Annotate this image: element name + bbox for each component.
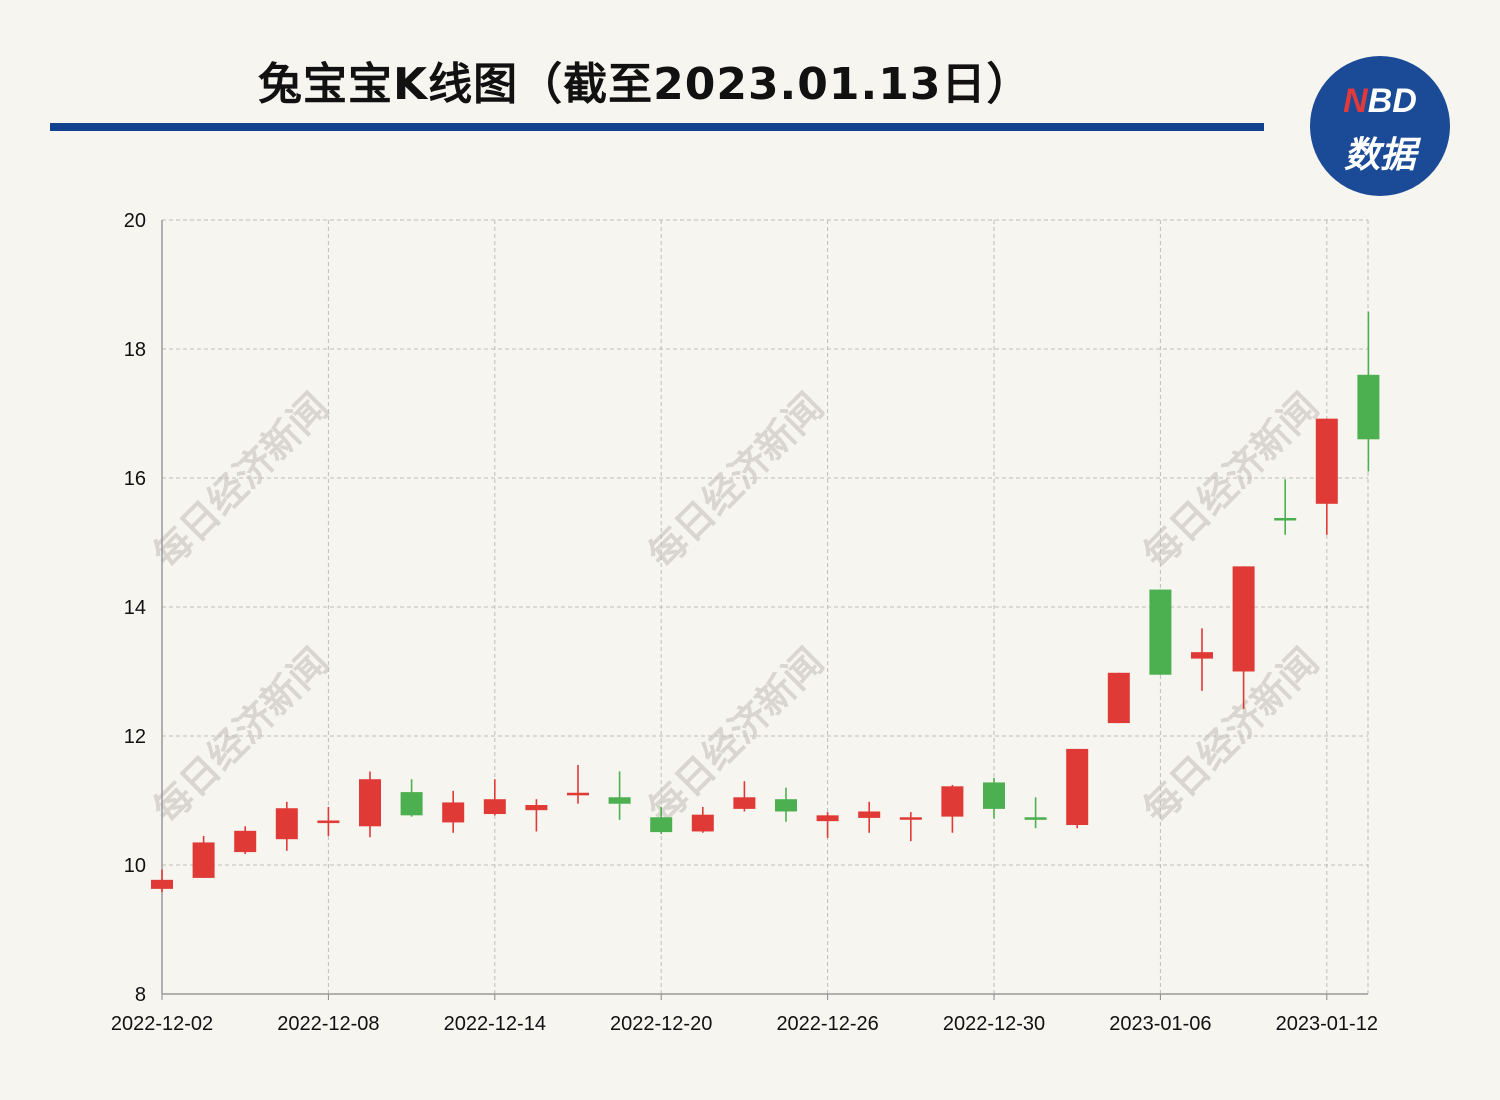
candle [899,812,922,842]
candle [1357,311,1380,472]
y-axis-tick-labels: 8 10 12 14 16 18 20 [124,210,146,1006]
x-tick-label: 2022-12-14 [444,1013,546,1035]
logo-letters-bd: BD [1367,82,1417,120]
x-axis-tick-labels: 2022-12-02 2022-12-08 2022-12-14 2022-12-20… [111,1013,1378,1035]
watermark-text: 每日经济新闻 [640,385,832,577]
candle-body [442,802,465,823]
y-tick-label: 18 [124,339,146,361]
x-tick-label: 2022-12-20 [610,1013,712,1035]
y-tick-label: 14 [124,597,146,619]
candle-body [151,879,173,889]
candle [192,835,215,878]
candle [858,801,881,833]
candle-body [400,792,423,816]
candle-body [192,842,215,878]
axes [161,220,1368,995]
watermark-text: 每日经济新闻 [1135,385,1327,577]
y-tick-label: 16 [124,468,146,490]
candle [733,781,756,812]
candle [525,799,548,832]
candle-body [525,805,548,811]
candle-body [567,792,589,796]
x-tick-label: 2022-12-30 [943,1013,1045,1035]
candle [1274,479,1297,535]
candle [317,806,340,836]
candle-body [899,817,922,820]
candle-body [1357,374,1380,440]
candle [567,765,589,804]
candle [234,826,257,855]
candle [1315,418,1338,535]
candle-body [483,799,506,815]
candle [275,801,298,851]
candle [816,812,839,838]
candle [1024,797,1047,829]
title-underline [50,123,1264,131]
candle-body [608,797,631,804]
x-tick-label: 2022-12-26 [776,1013,878,1035]
candle [1191,628,1213,691]
logo-text-nbd: NBD [1310,82,1450,121]
candle-body [858,811,881,818]
candle [608,771,631,820]
candle-body [234,830,257,853]
candle-body [1274,517,1297,521]
x-tick-label: 2022-12-08 [277,1013,379,1035]
candle [400,779,423,817]
candle [359,771,381,838]
candle [1149,589,1172,675]
candle [442,790,465,833]
candle [1066,748,1089,829]
candle [1232,566,1255,709]
candle [483,779,506,816]
candle-body [1232,566,1255,672]
x-tick-label: 2022-12-02 [111,1013,213,1035]
logo-letter-n: N [1343,82,1368,120]
logo-text-data: 数据 [1343,135,1416,176]
candle-body [317,820,340,824]
chart-title: 兔宝宝K线图（截至2023.01.13日） [258,59,1032,110]
y-tick-label: 8 [135,984,146,1006]
candle-body [941,786,964,817]
candle-body [691,814,714,832]
grid-lines [161,219,1369,1000]
candle-body [1149,589,1172,675]
x-tick-label: 2023-01-12 [1276,1013,1378,1035]
y-tick-label: 10 [124,855,146,877]
nbd-logo: NBD 数据 [1310,56,1450,196]
x-tick-label: 2023-01-06 [1109,1013,1211,1035]
candle [983,777,1005,819]
candle-body [1191,652,1213,659]
candle-body [650,817,673,833]
candle-body [983,782,1005,809]
y-tick-label: 12 [124,726,146,748]
candle [1107,672,1130,724]
candle [650,806,673,835]
candles [151,311,1380,893]
candle-body [359,779,381,827]
candle-body [1024,817,1047,820]
candle [151,869,173,893]
candle [775,787,797,822]
candle-body [816,815,839,822]
candle-body [1107,672,1130,724]
candle-body [1315,418,1338,504]
candle [691,806,714,833]
candle-body [1066,748,1089,826]
y-tick-label: 20 [124,210,146,232]
candle-body [275,808,298,840]
watermark-text: 每日经济新闻 [145,385,337,577]
candle-body [733,797,756,809]
candle-body [775,799,797,812]
candle [941,785,964,833]
